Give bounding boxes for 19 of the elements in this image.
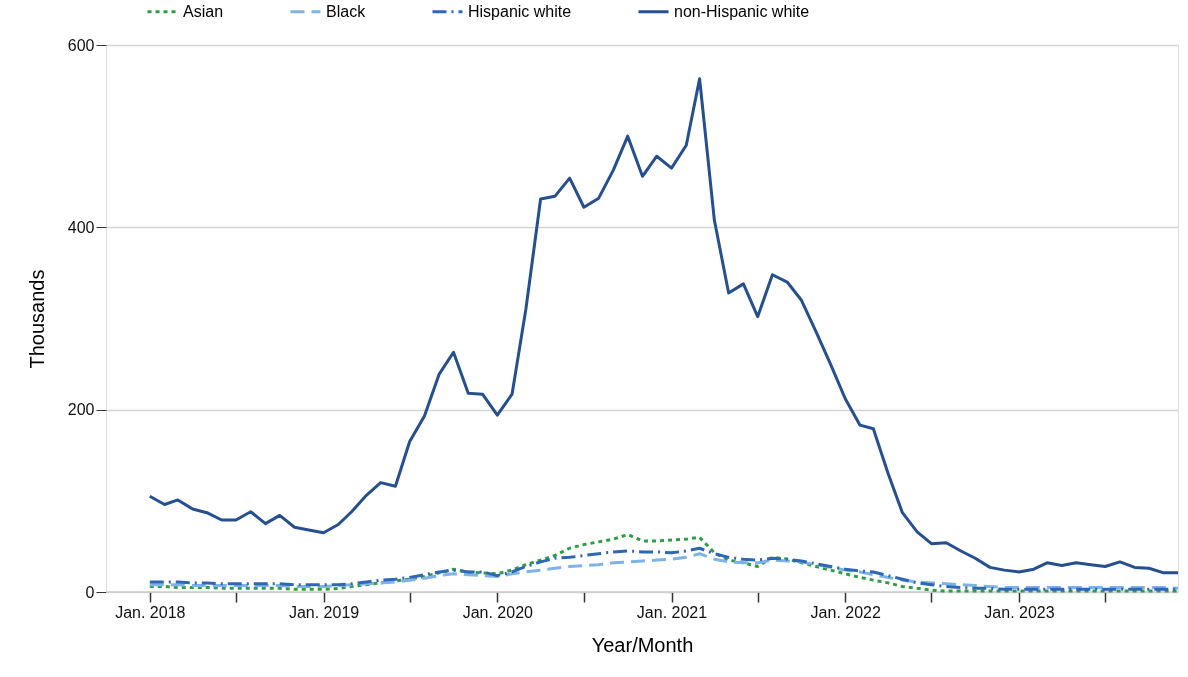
x-tick-label: Jan. 2018: [115, 603, 186, 621]
x-tick-label: Jan. 2023: [984, 603, 1055, 621]
legend-label: Asian: [183, 2, 224, 20]
legend-label: Black: [326, 2, 367, 20]
x-tick-label: Jan. 2019: [288, 603, 360, 621]
line-series: [148, 77, 1180, 575]
x-tick-label: Jan. 2021: [636, 603, 708, 621]
legend-label: Hispanic white: [468, 2, 572, 20]
y-axis-title: Thousands: [25, 269, 48, 369]
legend-label: non-Hispanic white: [674, 2, 810, 20]
x-tick-label: Jan. 2020: [462, 603, 534, 621]
y-tick-label: 200: [67, 401, 95, 419]
x-tick-label: Jan. 2022: [810, 603, 881, 621]
line-series: [148, 552, 1180, 590]
line-series: [148, 533, 1180, 593]
y-tick-label: 400: [67, 218, 95, 236]
y-tick-label: 0: [85, 583, 95, 601]
y-tick-label: 600: [67, 36, 95, 54]
x-axis-title: Year/Month: [591, 633, 694, 656]
